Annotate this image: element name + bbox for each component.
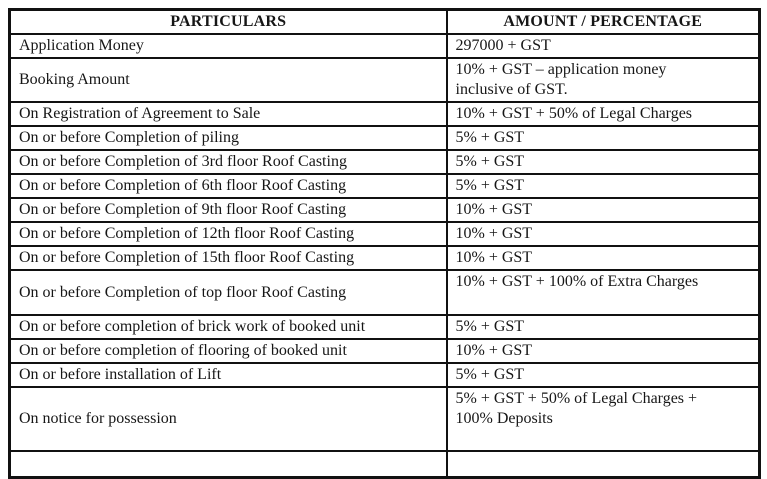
table-row: On Registration of Agreement to Sale 10%… <box>8 101 761 127</box>
payment-schedule-table: PARTICULARS AMOUNT / PERCENTAGE Applicat… <box>8 8 761 479</box>
table-row: On or before Completion of 9th floor Roo… <box>8 197 761 223</box>
amount-cell: 5% + GST <box>445 149 761 175</box>
table-row: Application Money 297000 + GST <box>8 33 761 59</box>
particulars-header: PARTICULARS <box>8 8 448 35</box>
table-row: On or before Completion of 12th floor Ro… <box>8 221 761 247</box>
table-row: On or before completion of brick work of… <box>8 314 761 340</box>
particulars-cell: On or before Completion of top floor Roo… <box>8 269 448 316</box>
amount-cell: 10% + GST + 50% of Legal Charges <box>445 101 761 127</box>
table-row-empty <box>8 450 761 479</box>
amount-cell: 10% + GST – application money inclusive … <box>445 57 761 103</box>
particulars-cell: On or before installation of Lift <box>8 362 448 388</box>
particulars-cell: On or before Completion of 15th floor Ro… <box>8 245 448 271</box>
table-row: On or before Completion of 6th floor Roo… <box>8 173 761 199</box>
table-row: On notice for possession 5% + GST + 50% … <box>8 386 761 452</box>
table-row: On or before Completion of 15th floor Ro… <box>8 245 761 271</box>
particulars-cell: On or before Completion of 9th floor Roo… <box>8 197 448 223</box>
particulars-cell: On or before Completion of 3rd floor Roo… <box>8 149 448 175</box>
table-row: Booking Amount 10% + GST – application m… <box>8 57 761 103</box>
header-row: PARTICULARS AMOUNT / PERCENTAGE <box>8 8 761 35</box>
particulars-cell: On or before Completion of piling <box>8 125 448 151</box>
table-row: On or before completion of flooring of b… <box>8 338 761 364</box>
table-row: On or before installation of Lift 5% + G… <box>8 362 761 388</box>
amount-cell: 10% + GST + 100% of Extra Charges <box>445 269 761 316</box>
table-row: On or before Completion of piling 5% + G… <box>8 125 761 151</box>
particulars-cell: Booking Amount <box>8 57 448 103</box>
amount-cell <box>445 450 761 479</box>
particulars-cell: On or before completion of brick work of… <box>8 314 448 340</box>
table-row: On or before Completion of top floor Roo… <box>8 269 761 316</box>
amount-cell: 10% + GST <box>445 221 761 247</box>
amount-cell: 5% + GST <box>445 125 761 151</box>
particulars-cell: On or before Completion of 6th floor Roo… <box>8 173 448 199</box>
amount-cell: 5% + GST <box>445 314 761 340</box>
particulars-cell: On notice for possession <box>8 386 448 452</box>
particulars-cell: On Registration of Agreement to Sale <box>8 101 448 127</box>
amount-cell: 5% + GST <box>445 173 761 199</box>
amount-cell: 297000 + GST <box>445 33 761 59</box>
amount-cell: 5% + GST + 50% of Legal Charges + 100% D… <box>445 386 761 452</box>
amount-cell: 5% + GST <box>445 362 761 388</box>
amount-cell: 10% + GST <box>445 245 761 271</box>
particulars-cell <box>8 450 448 479</box>
particulars-cell: On or before completion of flooring of b… <box>8 338 448 364</box>
amount-cell: 10% + GST <box>445 197 761 223</box>
amount-header: AMOUNT / PERCENTAGE <box>445 8 761 35</box>
particulars-cell: Application Money <box>8 33 448 59</box>
amount-cell: 10% + GST <box>445 338 761 364</box>
particulars-cell: On or before Completion of 12th floor Ro… <box>8 221 448 247</box>
document-page: PARTICULARS AMOUNT / PERCENTAGE Applicat… <box>8 8 761 479</box>
table-row: On or before Completion of 3rd floor Roo… <box>8 149 761 175</box>
